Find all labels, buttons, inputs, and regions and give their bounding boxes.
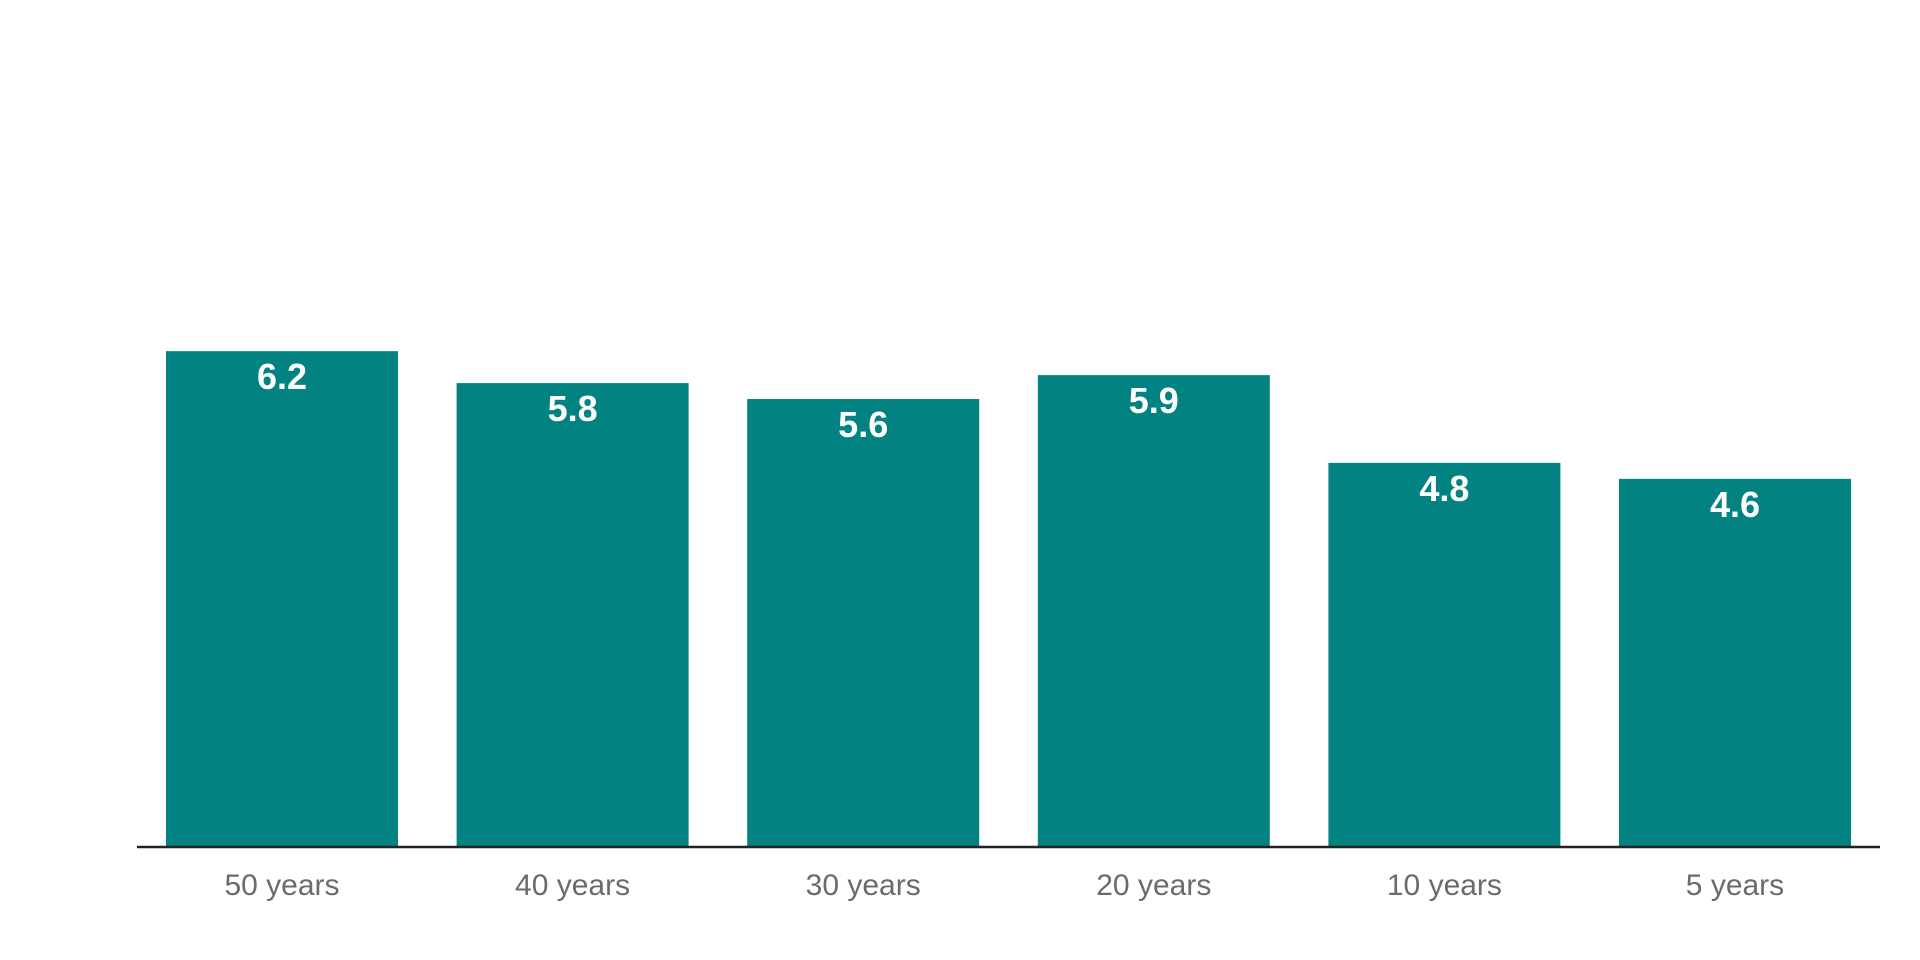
bar-value-label-1: 5.8 bbox=[548, 388, 598, 429]
data-labels-layer: 6.2 5.8 5.6 5.9 4.8 4.6 bbox=[257, 356, 1760, 525]
bar-3 bbox=[1037, 375, 1270, 846]
x-tick-label-5: 5 years bbox=[1686, 869, 1784, 902]
bar-value-label-0: 6.2 bbox=[257, 356, 307, 397]
x-tick-label-2: 30 years bbox=[806, 869, 921, 902]
bar-0 bbox=[166, 351, 398, 846]
x-tick-label-1: 40 years bbox=[515, 869, 630, 902]
bars-layer bbox=[166, 351, 1851, 846]
bar-1 bbox=[456, 383, 689, 846]
bar-value-label-5: 4.6 bbox=[1710, 484, 1760, 525]
x-tick-label-3: 20 years bbox=[1096, 869, 1211, 902]
bar-2 bbox=[747, 399, 980, 846]
x-tick-labels-layer: 50 years 40 years 30 years 20 years 10 years… bbox=[224, 869, 1784, 902]
bar-value-label-3: 5.9 bbox=[1129, 380, 1179, 421]
x-tick-label-0: 50 years bbox=[224, 869, 339, 902]
x-tick-label-4: 10 years bbox=[1387, 869, 1502, 902]
bar-value-label-4: 4.8 bbox=[1419, 468, 1469, 509]
bar-value-label-2: 5.6 bbox=[838, 404, 888, 445]
bar-4 bbox=[1328, 462, 1561, 846]
bar-5 bbox=[1619, 478, 1851, 846]
